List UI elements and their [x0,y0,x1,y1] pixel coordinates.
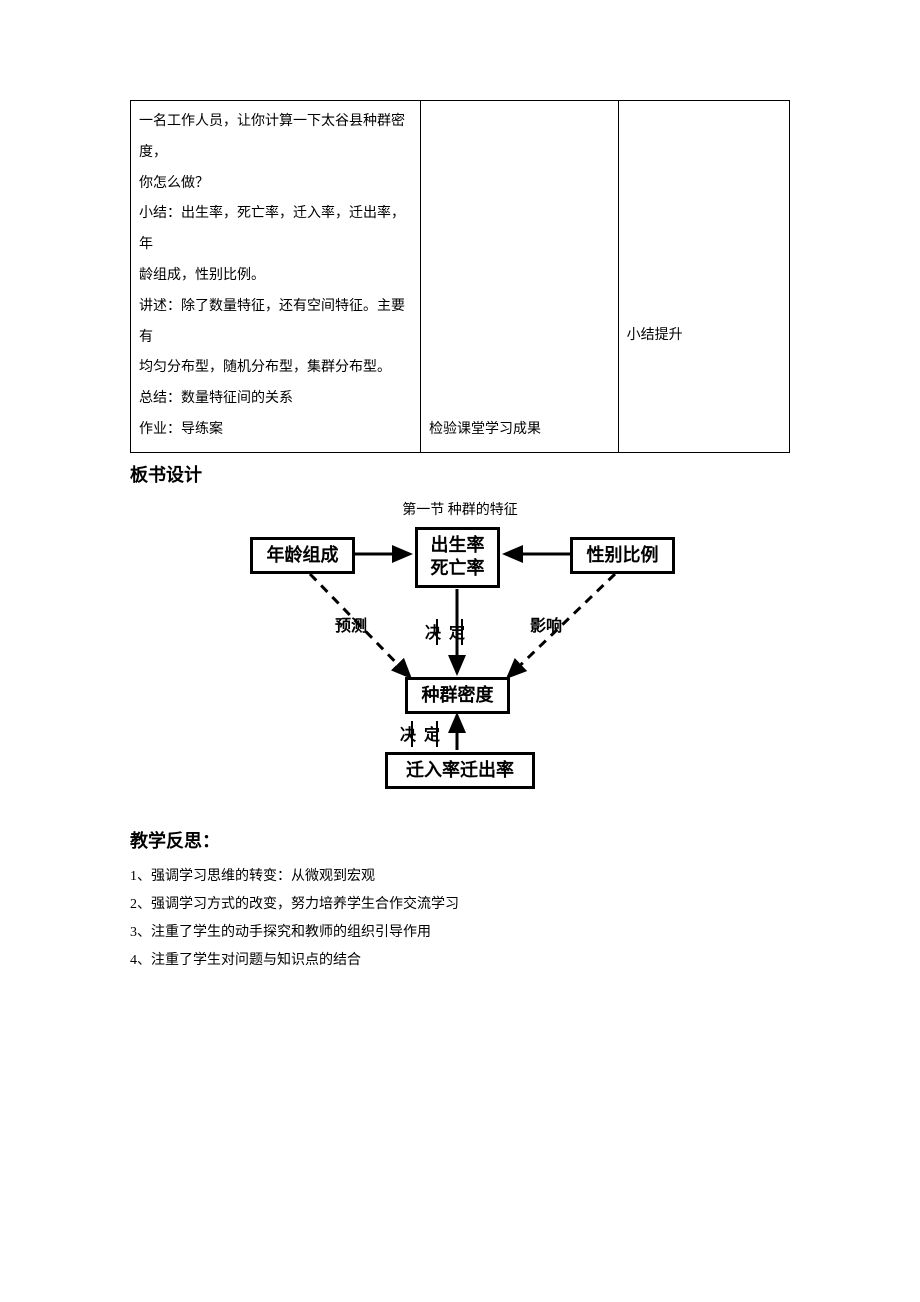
board-design-heading: 板书设计 [130,461,790,487]
edge-label-decide-bottom: 决定 [400,721,448,745]
node-birth-label: 出生率 [426,534,489,557]
summary-text: 小结提升 [627,321,781,352]
diagram-title: 第一节 种群的特征 [130,499,790,519]
teaching-line: 一名工作人员，让你计算一下太谷县种群密度， [139,107,412,169]
node-sex-ratio: 性别比例 [570,537,675,574]
teaching-line: 均匀分布型，随机分布型，集群分布型。 [139,353,412,384]
reflection-heading: 教学反思： [130,827,790,853]
reflection-item: 1、强调学习思维的转变：从微观到宏观 [130,863,790,891]
table-col-summary: 小结提升 [618,101,789,453]
teaching-line: 总结：数量特征间的关系 [139,384,412,415]
node-death-label: 死亡率 [426,557,489,580]
teaching-line: 作业：导练案 [139,415,412,446]
table-col-check: 检验课堂学习成果 [420,101,618,453]
teaching-line: 讲述：除了数量特征，还有空间特征。主要有 [139,292,412,354]
check-text: 检验课堂学习成果 [429,415,610,446]
table-col-teaching: 一名工作人员，让你计算一下太谷县种群密度， 你怎么做？ 小结：出生率，死亡率，迁… [131,101,421,453]
lesson-table: 一名工作人员，让你计算一下太谷县种群密度， 你怎么做？ 小结：出生率，死亡率，迁… [130,100,790,453]
teaching-line: 你怎么做？ [139,169,412,200]
node-density-label: 种群密度 [422,685,494,705]
reflection-item: 3、注重了学生的动手探究和教师的组织引导作用 [130,919,790,947]
node-sex-label: 性别比例 [587,545,659,565]
edge-label-influence: 影响 [530,612,562,636]
reflection-item: 2、强调学习方式的改变，努力培养学生合作交流学习 [130,891,790,919]
node-age: 年龄组成 [250,537,355,574]
edge-label-predict: 预测 [335,612,367,636]
node-migration-label: 迁入率迁出率 [406,760,514,780]
teaching-line: 小结：出生率，死亡率，迁入率，迁出率，年 [139,199,412,261]
node-birth-death: 出生率 死亡率 [415,527,500,588]
reflection-list: 1、强调学习思维的转变：从微观到宏观 2、强调学习方式的改变，努力培养学生合作交… [130,863,790,975]
node-migration: 迁入率迁出率 [385,752,535,789]
reflection-item: 4、注重了学生对问题与知识点的结合 [130,947,790,975]
edge-label-decide-top: 决定 [425,619,473,643]
node-density: 种群密度 [405,677,510,714]
teaching-line: 龄组成，性别比例。 [139,261,412,292]
node-age-label: 年龄组成 [267,545,339,565]
concept-diagram: 年龄组成 出生率 死亡率 性别比例 种群密度 迁入率迁出率 预测 决定 影响 决… [210,527,710,797]
